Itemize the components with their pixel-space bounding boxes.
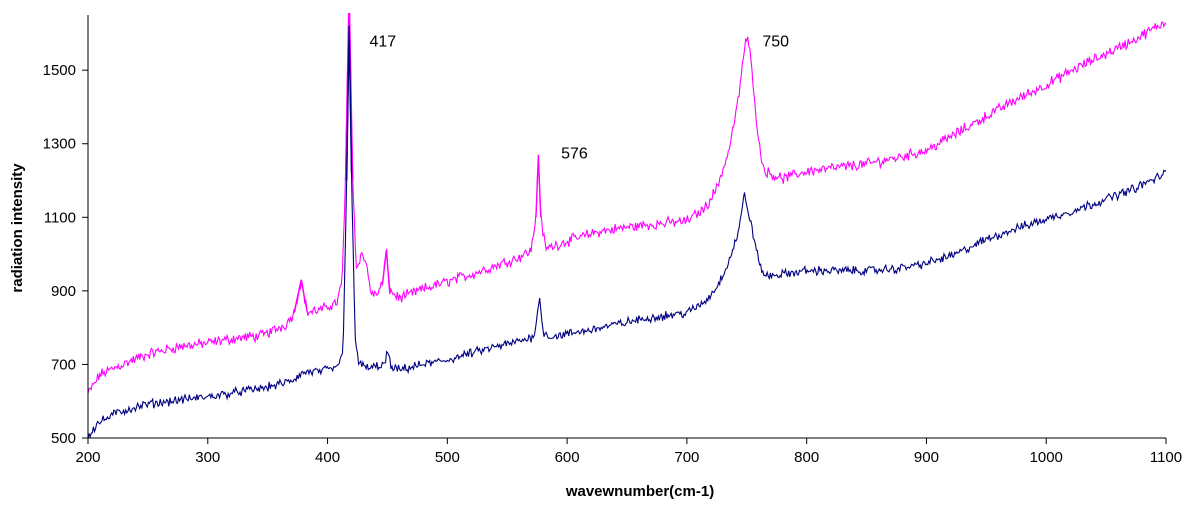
y-tick-label: 1300 [43,136,76,153]
y-tick-label: 1500 [43,62,76,79]
peak-mark [535,154,542,218]
x-tick-label: 1100 [1150,449,1182,466]
peak-mark [344,13,354,181]
peak-annotation: 750 [762,33,789,50]
peak-annotation: 576 [561,145,588,162]
x-tick-label: 1000 [1030,449,1063,466]
x-tick-label: 800 [794,449,819,466]
y-axis-title: radiation intensity [9,163,26,293]
x-tick-label: 400 [315,449,340,466]
peak-mark [346,26,353,181]
y-tick-label: 900 [51,283,76,300]
x-tick-label: 500 [435,449,460,466]
y-tick-label: 1100 [44,209,76,226]
spectrum-series-2 [88,39,1166,438]
x-tick-label: 200 [75,449,100,466]
peak-mark [293,279,308,314]
spectrum-series-1 [88,13,1166,394]
x-tick-label: 600 [555,449,580,466]
peak-annotation: 417 [369,33,396,50]
annotation-layer: 417 576 750 [369,33,789,162]
peak-mark [381,250,391,291]
x-axis-title: wavewnumber(cm-1) [565,483,714,500]
y-tick-label: 700 [51,356,76,373]
y-tick-label: 500 [51,430,76,447]
x-tick-label: 300 [195,449,220,466]
x-tick-label: 700 [674,449,699,466]
x-tick-label: 900 [914,449,939,466]
axes-layer: 200 300 400 500 600 700 800 900 1000 1100 500 700 90… [43,15,1182,466]
series-layer [88,13,1166,438]
